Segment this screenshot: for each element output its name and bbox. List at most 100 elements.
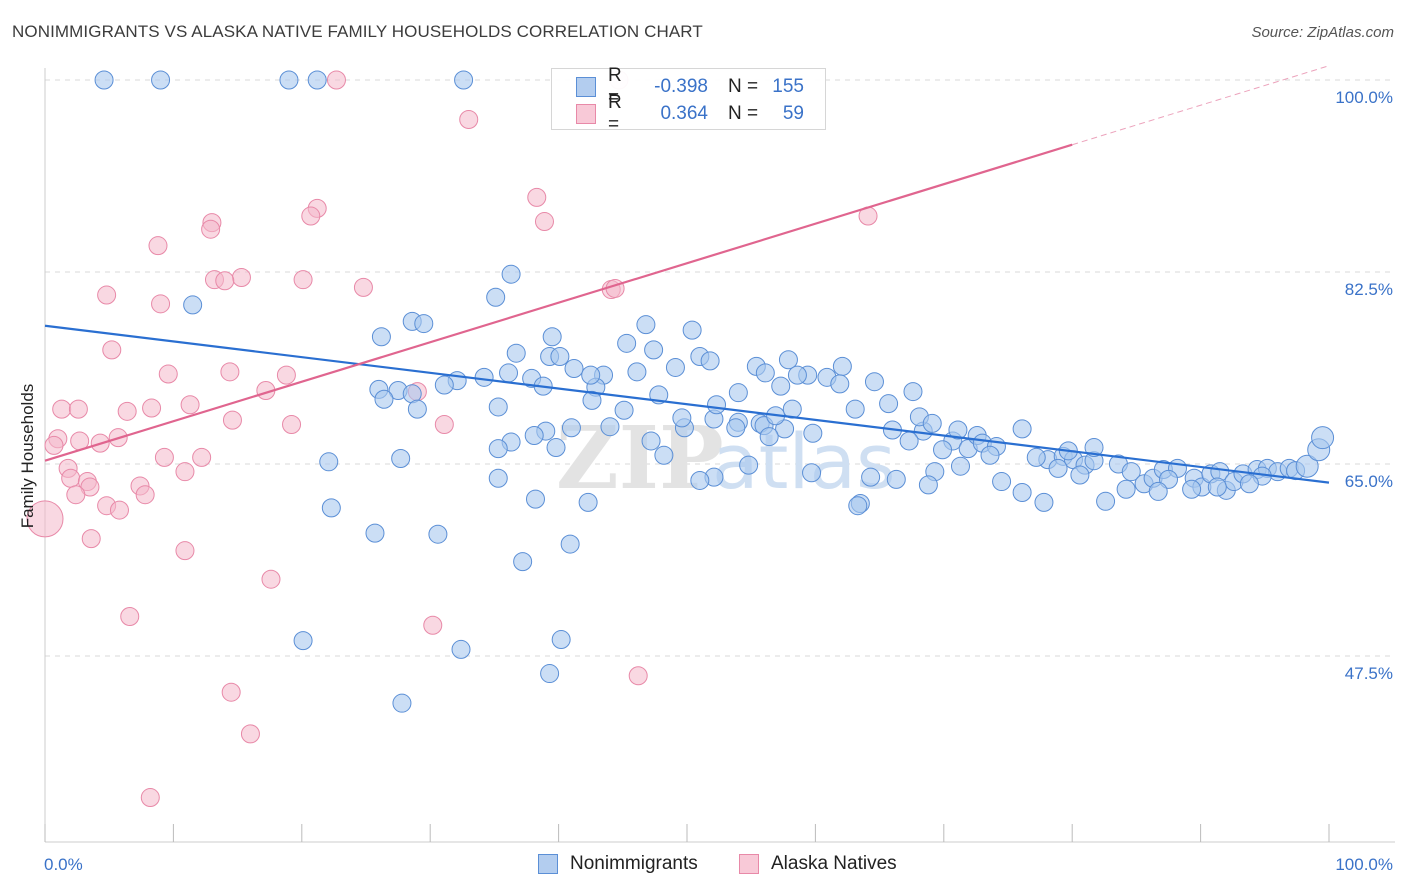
legend-row-alaska-natives: R = 0.364 N = 59 bbox=[576, 92, 804, 135]
nonimmigrants-point bbox=[501, 264, 521, 284]
nonimmigrants-point bbox=[728, 383, 748, 403]
alaska-natives-point bbox=[102, 340, 122, 360]
nonimmigrants-point bbox=[542, 327, 562, 347]
nonimmigrants-point bbox=[550, 346, 570, 366]
alaska-natives-point bbox=[140, 788, 160, 808]
nonimmigrants-point bbox=[672, 408, 692, 428]
nonimmigrants-point bbox=[922, 413, 942, 433]
nonimmigrants-point bbox=[933, 440, 953, 460]
nonimmigrants-point bbox=[948, 420, 968, 440]
nonimmigrants-point bbox=[551, 630, 571, 650]
nonimmigrants-point bbox=[454, 70, 474, 90]
nonimmigrants-point bbox=[434, 375, 454, 395]
legend-r-label: R = bbox=[608, 65, 622, 108]
nonimmigrants-point bbox=[1159, 469, 1178, 489]
alaska-natives-point bbox=[459, 109, 479, 129]
y-tick-label: 65.0% bbox=[1345, 472, 1393, 491]
grid-layer bbox=[45, 79, 1395, 657]
nonimmigrants-point bbox=[787, 365, 807, 385]
watermark-zip: ZIP bbox=[556, 408, 724, 509]
nonimmigrants-point bbox=[183, 295, 203, 315]
nonimmigrants-point bbox=[407, 399, 427, 419]
alaska-natives-point bbox=[201, 219, 221, 239]
bottom-legend-swatch-pink bbox=[739, 854, 759, 874]
nonimmigrants-point bbox=[371, 327, 391, 347]
alaska-natives-point bbox=[148, 236, 168, 256]
nonimmigrants-point bbox=[802, 463, 822, 483]
nonimmigrants-point bbox=[755, 363, 775, 383]
alaska-natives-point bbox=[326, 70, 346, 90]
nonimmigrants-point bbox=[561, 418, 581, 438]
legend-swatch-pink bbox=[576, 104, 596, 124]
nonimmigrants-point bbox=[1239, 474, 1259, 494]
nonimmigrants-point bbox=[644, 340, 664, 360]
legend-r-value: 0.364 bbox=[660, 103, 708, 124]
nonimmigrants-point bbox=[391, 449, 411, 469]
nonimmigrants-point bbox=[665, 357, 685, 377]
legend-n-label: N = bbox=[728, 76, 759, 97]
alaska-natives-point bbox=[423, 615, 443, 635]
x-tick-label-start: 0.0% bbox=[44, 855, 83, 874]
nonimmigrants-point bbox=[707, 395, 727, 415]
alaska-natives-point bbox=[192, 447, 212, 467]
legend-row-nonimmigrants: R = -0.398 N = 155 bbox=[576, 65, 804, 108]
alaska-natives-point bbox=[261, 569, 281, 589]
nonimmigrants-point bbox=[1012, 419, 1032, 439]
bottom-legend-alaska-natives: Alaska Natives bbox=[739, 851, 897, 877]
alaska-natives-point bbox=[231, 267, 251, 287]
nonimmigrants-point bbox=[775, 419, 795, 439]
nonimmigrants-point bbox=[506, 343, 526, 363]
alaska-natives-point bbox=[282, 415, 302, 435]
nonimmigrants-point bbox=[1121, 462, 1141, 482]
nonimmigrants-point bbox=[499, 363, 519, 383]
nonimmigrants-point bbox=[1311, 426, 1335, 450]
nonimmigrants-point bbox=[151, 70, 171, 90]
nonimmigrants-point bbox=[279, 70, 299, 90]
nonimmigrants-point bbox=[636, 315, 656, 335]
nonimmigrants-point bbox=[848, 496, 868, 516]
nonimmigrants-point bbox=[392, 693, 412, 713]
alaska-natives-point bbox=[61, 468, 81, 488]
nonimmigrants-point bbox=[617, 333, 637, 353]
nonimmigrants-point bbox=[778, 350, 798, 370]
alaska-natives-point bbox=[44, 435, 64, 455]
bottom-legend-nonimmigrants: Nonimmigrants bbox=[538, 851, 698, 877]
nonimmigrants-point bbox=[524, 425, 544, 445]
nonimmigrants-point bbox=[614, 400, 634, 420]
x-tick-label-end: 100.0% bbox=[1335, 855, 1393, 874]
chart-title: NONIMMIGRANTS VS ALASKA NATIVE FAMILY HO… bbox=[12, 22, 703, 41]
nonimmigrants-point bbox=[1084, 438, 1104, 458]
y-tick-label: 82.5% bbox=[1345, 280, 1393, 299]
nonimmigrants-point bbox=[474, 367, 494, 387]
nonimmigrants-point bbox=[488, 397, 508, 417]
nonimmigrants-point bbox=[488, 439, 508, 459]
bottom-legend-label: Alaska Natives bbox=[771, 853, 897, 874]
nonimmigrants-point bbox=[525, 489, 545, 509]
nonimmigrants-point bbox=[950, 456, 970, 476]
nonimmigrants-point bbox=[1295, 454, 1319, 478]
alaska-natives-point bbox=[68, 399, 88, 419]
alaska-natives-point bbox=[66, 485, 86, 505]
nonimmigrants-point bbox=[899, 431, 919, 451]
nonimmigrants-point bbox=[1096, 491, 1116, 511]
alaska-natives-point bbox=[222, 410, 242, 430]
correlation-legend: R = -0.398 N = 155 R = 0.364 N = 59 bbox=[551, 65, 826, 135]
alaska-natives-point bbox=[180, 395, 200, 415]
alaska-natives-point bbox=[117, 401, 137, 421]
nonimmigrants-point bbox=[886, 469, 906, 489]
nonimmigrants-point bbox=[582, 390, 602, 410]
nonimmigrants-point bbox=[428, 524, 448, 544]
nonimmigrants-point bbox=[903, 382, 923, 402]
nonimmigrants-point bbox=[1116, 479, 1136, 499]
alaska-natives-point bbox=[52, 399, 72, 419]
y-tick-label: 47.5% bbox=[1345, 664, 1393, 683]
alaska-natives-point bbox=[527, 187, 547, 207]
alaska-natives-point bbox=[220, 362, 240, 382]
nonimmigrants-point bbox=[654, 445, 674, 465]
legend-r-value: -0.398 bbox=[654, 76, 708, 97]
alaska-natives-point bbox=[81, 529, 101, 549]
nonimmigrants-point bbox=[700, 351, 720, 371]
legend-n-value: 155 bbox=[772, 76, 804, 97]
alaska-natives-point bbox=[175, 462, 195, 482]
watermark: ZIP atlas bbox=[556, 408, 896, 509]
